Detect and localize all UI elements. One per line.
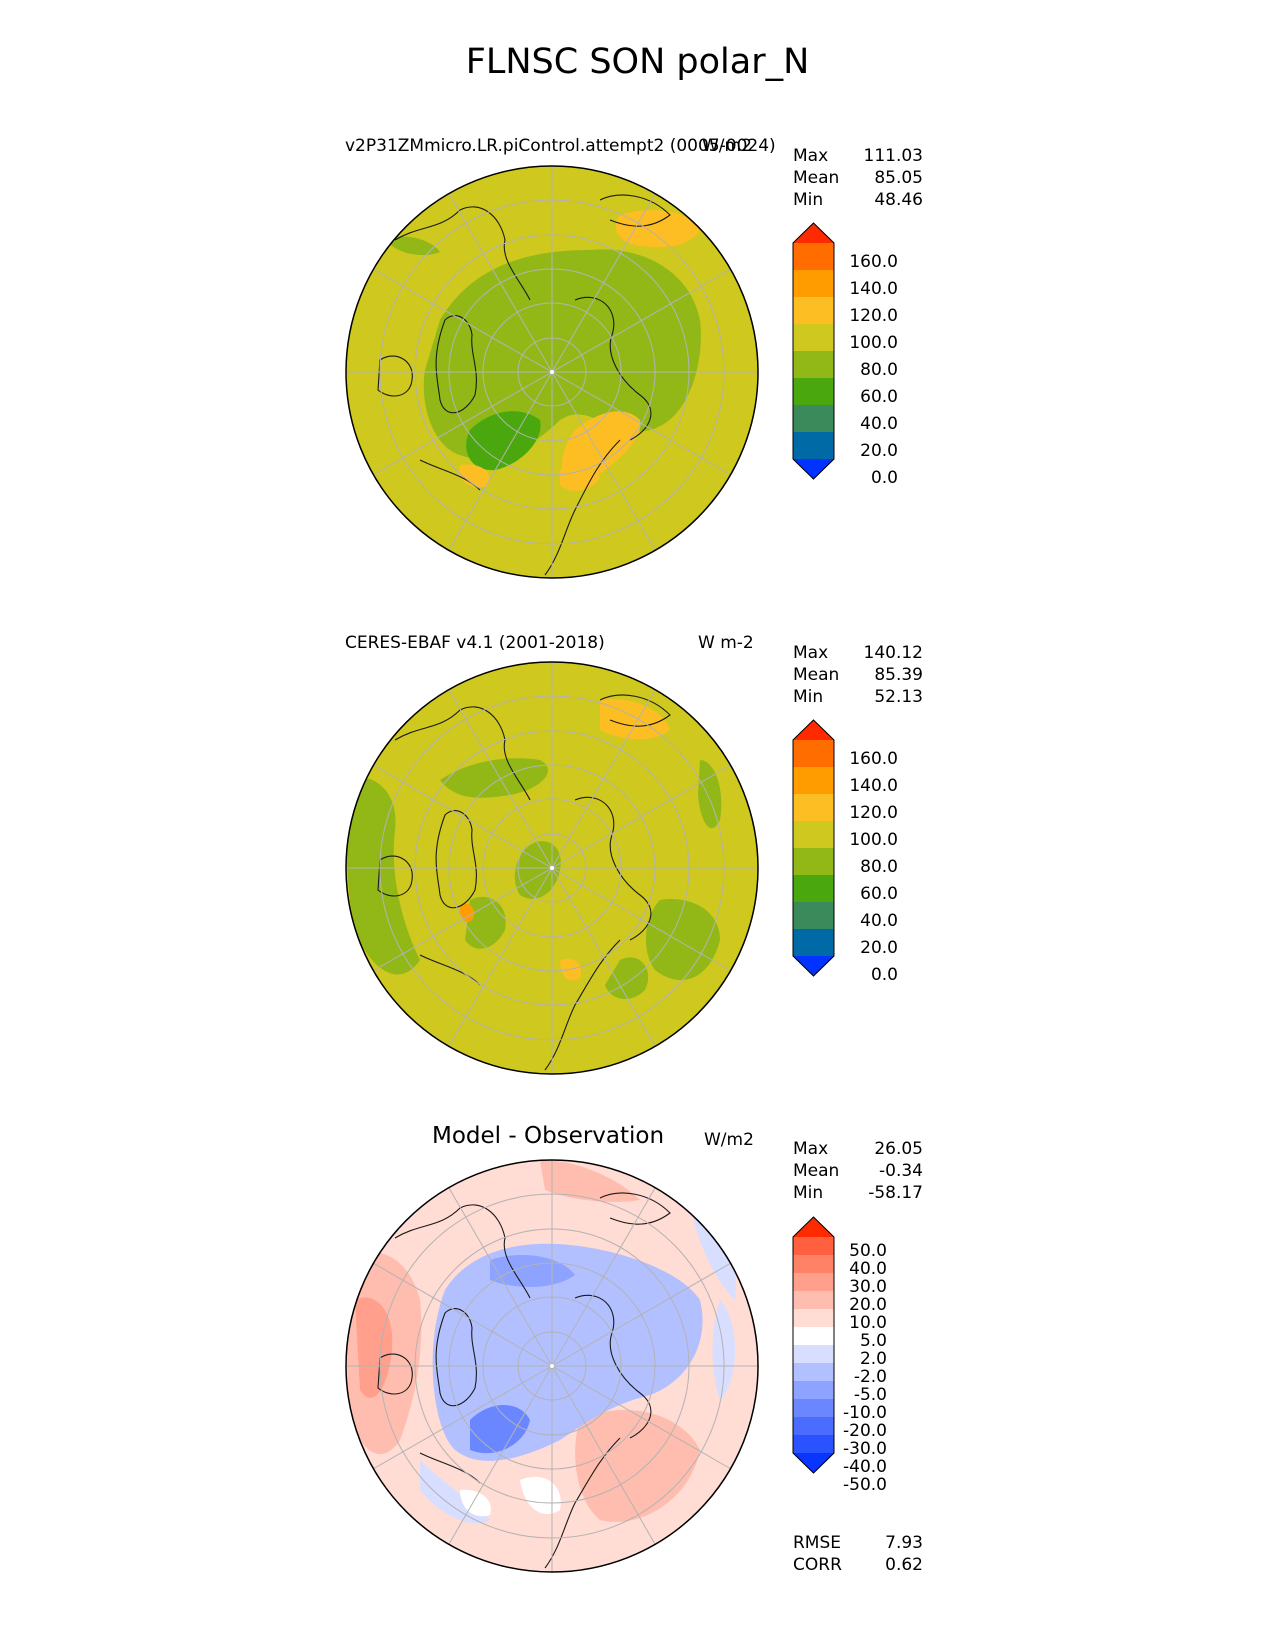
colorbar-cap-bottom [793,459,834,479]
panel-units-model: W/m2 [702,136,752,156]
colorbar-tick: 20.0 [860,938,898,958]
colorbar-tick: 50.0 [849,1241,887,1261]
colorbar-tick: 40.0 [860,911,898,931]
panel-title-diff: Model - Observation [432,1123,665,1149]
colorbar-cap-top [793,1217,834,1237]
colorbar-segment [793,1327,834,1346]
stat-mean-model: Mean 85.05 [793,168,923,188]
colorbar-tick: -40.0 [843,1457,887,1477]
colorbar-outline [792,719,835,977]
colorbar-segment [793,1381,834,1400]
figure-title: FLNSC SON polar_N [465,42,810,82]
colorbar-segment [793,929,834,957]
colorbar-outline [792,222,835,480]
colorbar-tick: 160.0 [849,749,898,769]
colorbar-tick: 80.0 [860,360,898,380]
colorbar-tick: 2.0 [859,1349,887,1369]
colorbar-tick: -20.0 [843,1421,887,1441]
colorbar-segment [793,405,834,433]
colorbar-cap-bottom [793,1453,834,1473]
colorbar-segment [793,1273,834,1292]
colorbar-tick: -50.0 [843,1475,887,1495]
colorbar-segment [793,794,834,822]
colorbar-tick: 20.0 [849,1295,887,1315]
colorbar-cap-top [793,720,834,740]
stat-min-model: Min 48.46 [793,190,923,210]
colorbar-tick: -5.0 [853,1385,887,1405]
colorbar-tick: 100.0 [849,830,898,850]
colorbar-tick: 30.0 [849,1277,887,1297]
colorbar-segment [793,1417,834,1436]
colorbar-segment [793,767,834,795]
stat-max-model: Max 111.03 [793,146,923,166]
colorbar-cap-top [793,223,834,243]
colorbar-tick: 140.0 [849,279,898,299]
colorbar-segment [793,270,834,298]
colorbar-tick: -10.0 [843,1403,887,1423]
stat-min-diff: Min -58.17 [793,1183,923,1203]
colorbar-segment [793,821,834,849]
colorbar-segment [793,1435,834,1454]
colorbar-segment [793,432,834,460]
colorbar-tick: 0.0 [870,468,898,488]
colorbar-segment [793,740,834,768]
panel-units-obs: W m-2 [698,633,754,653]
colorbar-tick: 40.0 [860,414,898,434]
colorbar-tick: 5.0 [859,1331,887,1351]
colorbar-segment [793,848,834,876]
colorbar-tick: 100.0 [849,333,898,353]
colorbar-tick: 60.0 [860,387,898,407]
metric-rmse: RMSE 7.93 [793,1533,923,1553]
colorbar-segment [793,1291,834,1310]
colorbar-tick: 40.0 [849,1259,887,1279]
colorbar-tick: 120.0 [849,803,898,823]
colorbar-segment [793,1363,834,1382]
colorbar-tick: 80.0 [860,857,898,877]
colorbar-segment [793,1309,834,1328]
colorbar-tick: 20.0 [860,441,898,461]
colorbar-segment [793,297,834,325]
colorbar-outline [792,1216,835,1474]
colorbar-tick: 60.0 [860,884,898,904]
colorbar-segment [793,1255,834,1274]
stat-max-diff: Max 26.05 [793,1139,923,1159]
colorbar-segment [793,1399,834,1418]
colorbar-segment [793,875,834,903]
colorbar-segment [793,1237,834,1256]
colorbar-segment [793,351,834,379]
colorbar-segment [793,243,834,271]
colorbar-segment [793,902,834,930]
colorbar-tick: 160.0 [849,252,898,272]
colorbar-segment [793,1345,834,1364]
colorbar-tick: 0.0 [870,965,898,985]
colorbar-tick: -2.0 [853,1367,887,1387]
colorbar-segment [793,324,834,352]
stat-mean-obs: Mean 85.39 [793,665,923,685]
metric-corr: CORR 0.62 [793,1555,923,1575]
panel-title-model: v2P31ZMmicro.LR.piControl.attempt2 (0005… [345,136,776,156]
colorbar-tick: 140.0 [849,776,898,796]
colorbar-segment [793,378,834,406]
colorbar-tick: 120.0 [849,306,898,326]
colorbar-cap-bottom [793,956,834,976]
panel-units-diff: W/m2 [704,1130,754,1150]
colorbar-tick: -30.0 [843,1439,887,1459]
panel-title-obs: CERES-EBAF v4.1 (2001-2018) [345,633,605,653]
colorbar-tick: 10.0 [849,1313,887,1333]
stat-min-obs: Min 52.13 [793,687,923,707]
stat-mean-diff: Mean -0.34 [793,1161,923,1181]
stat-max-obs: Max 140.12 [793,643,923,663]
